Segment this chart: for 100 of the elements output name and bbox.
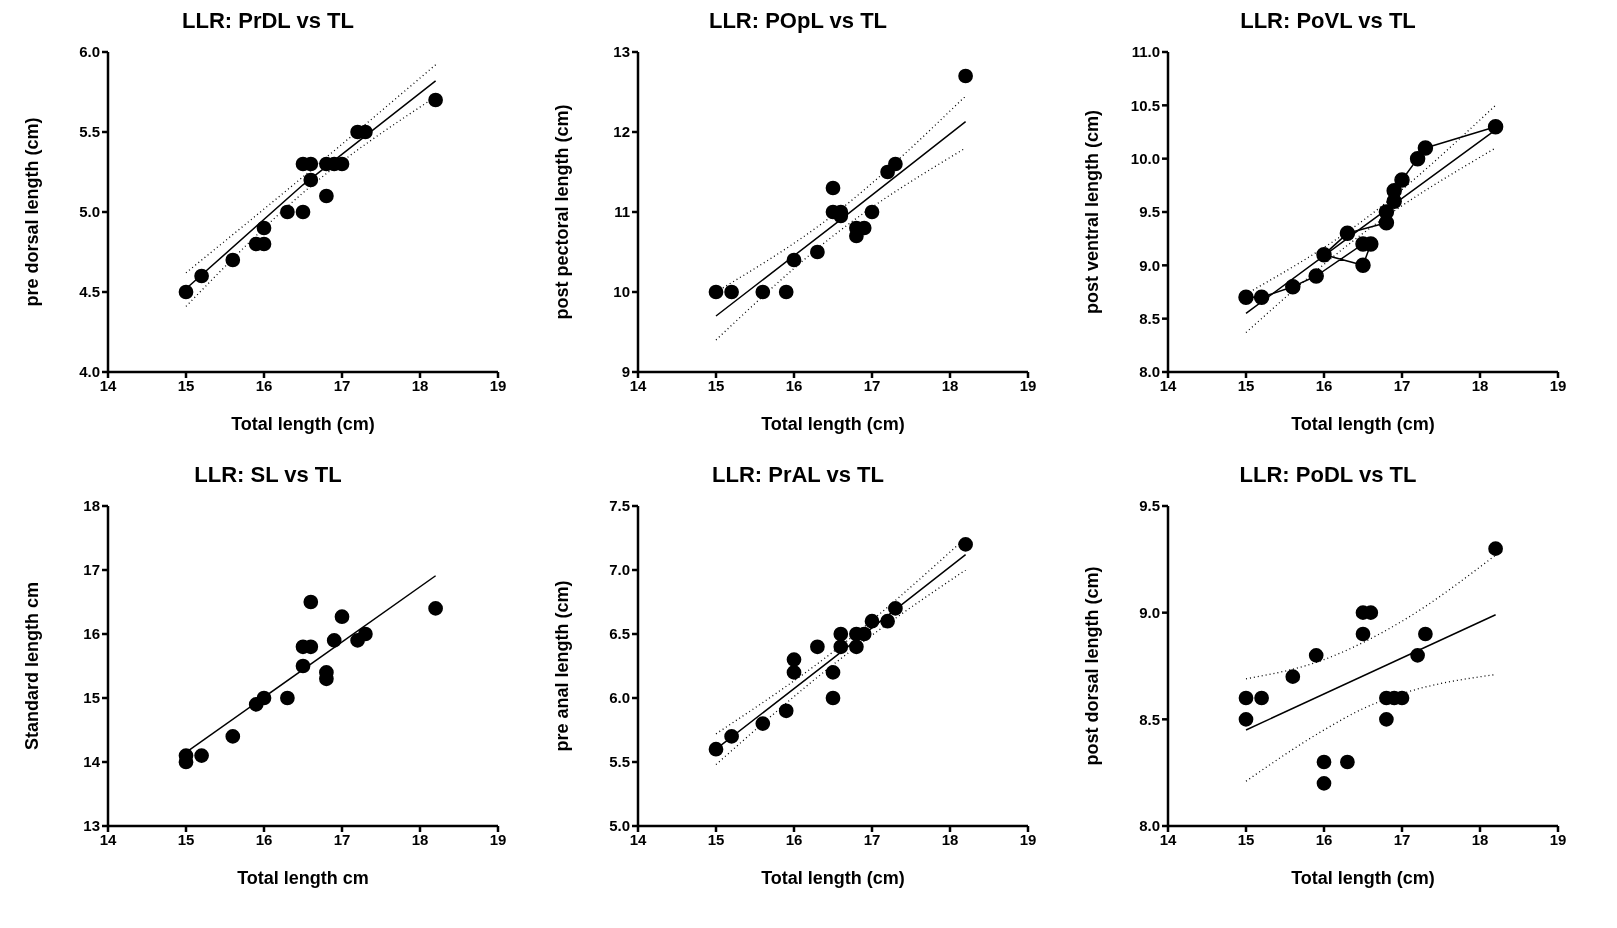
point xyxy=(1409,150,1426,167)
point xyxy=(1379,711,1394,727)
chart-title: LLR: PrDL vs TL xyxy=(181,8,355,35)
point xyxy=(1238,711,1254,727)
x-tick-label: 14 xyxy=(629,830,647,848)
point xyxy=(1394,172,1410,188)
y-tick-label: 12 xyxy=(613,123,630,141)
point xyxy=(786,665,802,680)
y-tick-label: 7.5 xyxy=(609,497,630,515)
point xyxy=(1355,626,1371,642)
y-tick-label: 6.0 xyxy=(609,689,630,707)
x-axis-title: Total length cm xyxy=(237,868,369,888)
point xyxy=(225,252,241,268)
x-tick-label: 19 xyxy=(489,830,507,848)
x-tick-label: 17 xyxy=(863,830,881,848)
y-tick-label: 18 xyxy=(83,497,100,515)
point xyxy=(1238,690,1254,706)
x-tick-label: 19 xyxy=(489,376,507,394)
point xyxy=(786,652,802,667)
point xyxy=(755,284,771,300)
chart-title: LLR: SL vs TL xyxy=(193,462,343,489)
x-tick-label: 15 xyxy=(1237,830,1255,848)
point xyxy=(1316,775,1332,791)
x-tick-label: 15 xyxy=(1237,376,1255,394)
x-tick-label: 18 xyxy=(411,376,429,394)
y-tick-label: 6.0 xyxy=(79,43,100,61)
point xyxy=(825,180,841,196)
point xyxy=(428,601,443,616)
x-tick-label: 17 xyxy=(333,376,351,394)
point xyxy=(280,204,295,220)
point xyxy=(755,716,771,731)
y-tick-label: 16 xyxy=(83,625,100,643)
y-axis-title: post dorsal length (cm) xyxy=(1082,566,1103,766)
y-tick-label: 4.5 xyxy=(79,283,100,301)
y-axis-title: pre dorsal length (cm) xyxy=(22,117,43,307)
x-tick-label: 17 xyxy=(1393,376,1411,394)
point xyxy=(1355,257,1371,274)
chart-title: LLR: PrAL vs TL xyxy=(711,462,885,489)
x-axis-title: Total length (cm) xyxy=(231,414,375,434)
point xyxy=(194,268,209,284)
y-axis-title: Standard length cm xyxy=(22,581,43,751)
x-tick-label: 18 xyxy=(1471,830,1489,848)
x-axis-title: Total length (cm) xyxy=(761,414,905,434)
x-tick-label: 16 xyxy=(255,830,273,848)
point xyxy=(358,626,373,642)
y-tick-label: 5.5 xyxy=(609,753,630,771)
point xyxy=(428,92,443,108)
x-tick-label: 14 xyxy=(1159,376,1177,394)
y-tick-label: 11 xyxy=(614,203,630,221)
point xyxy=(1418,626,1433,642)
x-tick-label: 14 xyxy=(1159,830,1177,848)
y-tick-label: 8.5 xyxy=(1139,309,1160,327)
x-tick-label: 18 xyxy=(941,376,959,394)
point xyxy=(1339,225,1356,242)
point xyxy=(724,729,739,744)
point xyxy=(888,156,903,172)
y-tick-label: 10 xyxy=(613,283,630,301)
y-tick-label: 14 xyxy=(83,753,101,771)
point xyxy=(849,639,864,655)
x-tick-label: 16 xyxy=(785,830,803,848)
point xyxy=(810,244,825,260)
y-axis-title: post pectoral length (cm) xyxy=(552,104,573,320)
chart-title: LLR: PoVL vs TL xyxy=(1239,8,1417,35)
x-tick-label: 16 xyxy=(1315,830,1333,848)
point xyxy=(888,601,903,616)
point xyxy=(1316,246,1332,263)
y-tick-label: 8.5 xyxy=(1139,710,1160,728)
point xyxy=(1285,278,1301,295)
x-tick-label: 18 xyxy=(1471,376,1489,394)
x-tick-label: 19 xyxy=(1549,830,1567,848)
point xyxy=(225,729,241,744)
y-tick-label: 5.5 xyxy=(79,123,100,141)
point xyxy=(1254,690,1269,706)
point xyxy=(295,658,311,674)
y-tick-label: 11.0 xyxy=(1131,43,1160,61)
x-tick-label: 19 xyxy=(1019,376,1037,394)
x-tick-label: 19 xyxy=(1019,830,1037,848)
point xyxy=(280,690,295,706)
point xyxy=(825,665,841,680)
point xyxy=(786,252,802,268)
point xyxy=(778,703,794,719)
y-tick-label: 13 xyxy=(613,43,630,61)
point xyxy=(833,626,849,642)
point xyxy=(880,613,895,629)
x-tick-label: 17 xyxy=(333,830,351,848)
y-tick-label: 8.0 xyxy=(1139,817,1160,835)
y-tick-label: 9.5 xyxy=(1139,497,1160,515)
point xyxy=(1378,204,1395,220)
y-tick-label: 7.0 xyxy=(609,561,630,579)
y-tick-label: 5.0 xyxy=(79,203,100,221)
y-tick-label: 5.0 xyxy=(609,817,630,835)
point xyxy=(1410,647,1425,663)
point xyxy=(958,537,973,552)
x-tick-label: 14 xyxy=(99,830,117,848)
point xyxy=(1386,182,1402,199)
x-tick-label: 16 xyxy=(785,376,803,394)
point xyxy=(303,172,319,188)
x-tick-label: 16 xyxy=(255,376,273,394)
y-tick-label: 9.0 xyxy=(1139,256,1160,274)
point xyxy=(833,639,849,655)
